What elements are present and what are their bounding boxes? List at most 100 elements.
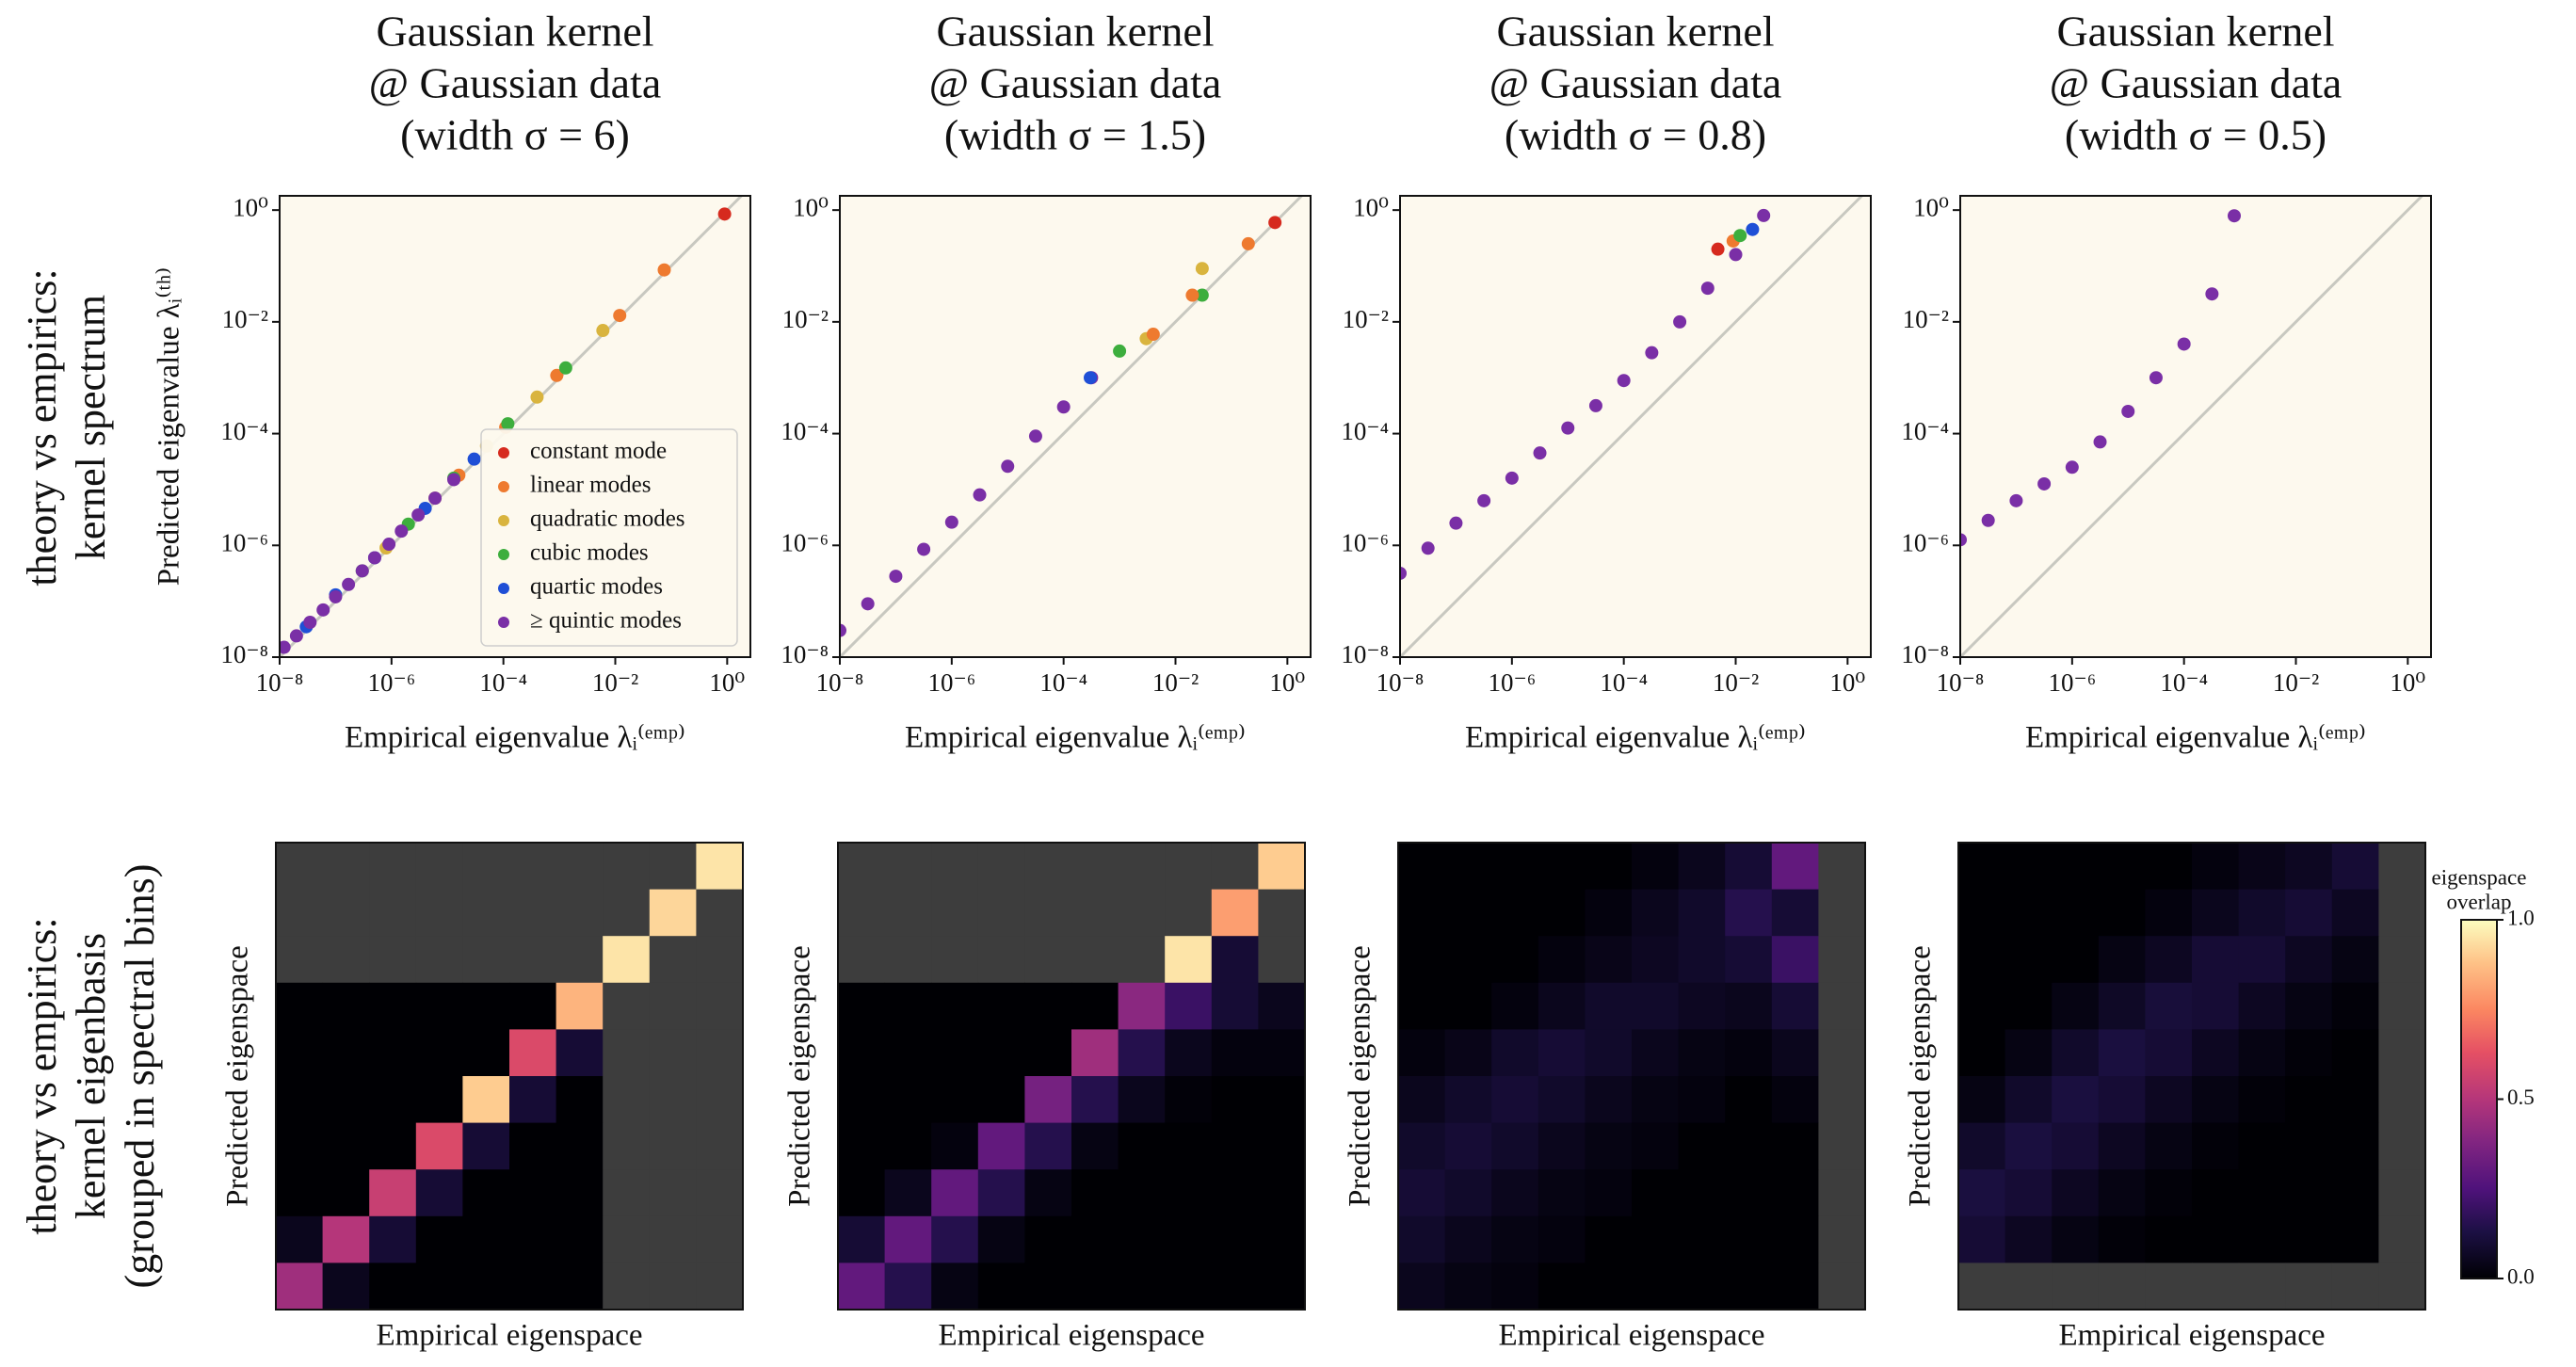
empty-cell bbox=[2192, 1262, 2240, 1311]
heatmap-cell bbox=[1118, 1262, 1166, 1311]
heatmap-cell bbox=[1398, 982, 1446, 1030]
heatmap-cell bbox=[1258, 1029, 1306, 1077]
heatmap-cell bbox=[2285, 936, 2333, 984]
legend-label: quadratic modes bbox=[530, 507, 685, 532]
heatmap-cell bbox=[2145, 1122, 2193, 1170]
colorbar-title: eigenspace bbox=[2432, 865, 2527, 889]
point bbox=[411, 507, 426, 522]
x-tick-label: 10⁰ bbox=[1829, 668, 1865, 697]
heatmap-cell bbox=[276, 982, 324, 1030]
empty-cell bbox=[649, 1262, 697, 1311]
heatmap-cell bbox=[1678, 843, 1726, 891]
heatmap-cell bbox=[931, 1215, 979, 1263]
heatmap-cell bbox=[509, 1076, 557, 1124]
point bbox=[1195, 288, 1209, 302]
empty-cell bbox=[649, 843, 697, 891]
empty-cell bbox=[2238, 1262, 2286, 1311]
heatmap-cell bbox=[838, 1169, 886, 1217]
heatmap-cell bbox=[931, 1029, 979, 1077]
heatmap-cell bbox=[415, 1262, 463, 1311]
x-axis-label: Empirical eigenspace bbox=[1498, 1319, 1764, 1353]
x-tick-label: 10⁻² bbox=[1713, 668, 1759, 697]
empty-cell bbox=[696, 1215, 744, 1263]
empty-cell bbox=[696, 982, 744, 1030]
heatmap-cell bbox=[1538, 936, 1586, 984]
heatmap-cell bbox=[2052, 1076, 2100, 1124]
heatmap-cell bbox=[1398, 1169, 1446, 1217]
heatmap-cell bbox=[2098, 1122, 2146, 1170]
heatmap-cell bbox=[1444, 843, 1492, 891]
heatmap-cell bbox=[1678, 1169, 1726, 1217]
heatmap-cell bbox=[2052, 1122, 2100, 1170]
heatmap-cell bbox=[1398, 1215, 1446, 1263]
heatmap-cell bbox=[1632, 1215, 1680, 1263]
chart-title: @ Gaussian data bbox=[1489, 59, 1782, 107]
heatmap-cell bbox=[884, 1029, 932, 1077]
heatmap-cell bbox=[415, 1076, 463, 1124]
point bbox=[428, 491, 443, 506]
empty-cell bbox=[1165, 843, 1213, 891]
heatmap-cell bbox=[2238, 1215, 2286, 1263]
point bbox=[1421, 541, 1435, 555]
points bbox=[1960, 209, 2242, 547]
plot-frame bbox=[839, 195, 1312, 658]
heatmap-cell bbox=[2098, 843, 2146, 891]
heatmap-cell bbox=[931, 1076, 979, 1124]
colorbar bbox=[2460, 919, 2498, 1279]
point bbox=[1729, 248, 1743, 262]
heatmap-cell bbox=[1258, 1262, 1306, 1311]
empty-cell bbox=[1818, 889, 1866, 937]
heatmap-cell bbox=[2098, 1029, 2146, 1077]
heatmap-cell bbox=[322, 1029, 370, 1077]
point bbox=[889, 570, 903, 584]
empty-cell bbox=[649, 1076, 697, 1124]
heatmap-cell bbox=[1398, 1076, 1446, 1124]
heatmap-cell bbox=[977, 1169, 1025, 1217]
heatmap-cell bbox=[1958, 982, 2006, 1030]
heatmap-cell bbox=[2145, 1215, 2193, 1263]
row-label: (grouped in spectral bins) bbox=[117, 864, 163, 1289]
point bbox=[550, 368, 564, 382]
heatmap-cell bbox=[1771, 1215, 1819, 1263]
heatmap-cell bbox=[2331, 1122, 2379, 1170]
heatmap-cell bbox=[2285, 1029, 2333, 1077]
chart-title: Gaussian kernel bbox=[936, 8, 1214, 56]
x-tick-label: 10⁻⁸ bbox=[256, 668, 304, 697]
y-axis-label: Predicted eigenspace bbox=[1904, 945, 1938, 1207]
heatmap-cell bbox=[2192, 889, 2240, 937]
heatmap-cell bbox=[1678, 1076, 1726, 1124]
empty-cell bbox=[415, 843, 463, 891]
heatmap-cell bbox=[369, 982, 417, 1030]
x-tick-label: 10⁻² bbox=[1152, 668, 1199, 697]
point bbox=[596, 324, 610, 338]
point bbox=[861, 597, 875, 611]
empty-cell bbox=[696, 1076, 744, 1124]
heatmap-cell bbox=[322, 1122, 370, 1170]
legend-label: constant mode bbox=[530, 439, 667, 464]
plot-frame bbox=[1959, 195, 2432, 658]
heatmap-cell bbox=[1632, 982, 1680, 1030]
row-label: theory vs empirics: bbox=[19, 917, 65, 1234]
point bbox=[1001, 459, 1015, 474]
x-tick-label: 10⁰ bbox=[1269, 668, 1305, 697]
heatmap-cell bbox=[1585, 1262, 1633, 1311]
empty-cell bbox=[649, 982, 697, 1030]
heatmap-cell bbox=[1444, 982, 1492, 1030]
empty-cell bbox=[1818, 1169, 1866, 1217]
heatmap-cell bbox=[2238, 1169, 2286, 1217]
heatmap-cell bbox=[1491, 889, 1539, 937]
empty-cell bbox=[555, 889, 604, 937]
y-tick-label: 10⁻⁸ bbox=[1341, 640, 1389, 668]
row-label: kernel eigenbasis bbox=[68, 933, 114, 1219]
empty-cell bbox=[603, 1029, 651, 1077]
heatmap-cell bbox=[2238, 843, 2286, 891]
x-axis-label: Empirical eigenvalue λᵢ⁽ᵉᵐᵖ⁾ bbox=[2025, 721, 2366, 755]
point bbox=[2037, 476, 2052, 491]
x-tick-label: 10⁻⁶ bbox=[1488, 668, 1536, 697]
heatmap-cell bbox=[1678, 1122, 1726, 1170]
empty-cell bbox=[2378, 1122, 2426, 1170]
heatmap-cell bbox=[2331, 1029, 2379, 1077]
heatmap-cell bbox=[1725, 936, 1773, 984]
empty-cell bbox=[2052, 1262, 2100, 1311]
point bbox=[1084, 371, 1098, 385]
